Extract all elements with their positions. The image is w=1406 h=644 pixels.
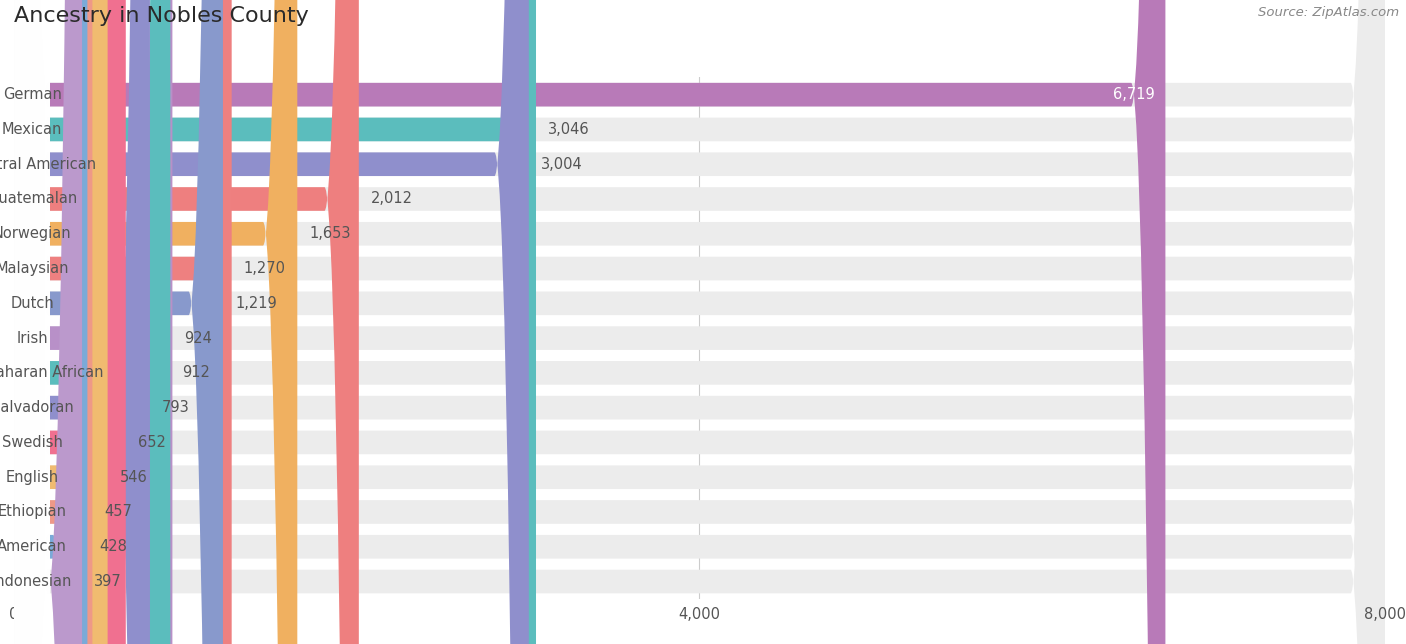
Text: 2,012: 2,012 [371,191,413,207]
FancyBboxPatch shape [14,0,1166,644]
FancyBboxPatch shape [14,0,49,644]
Text: 793: 793 [162,400,190,415]
FancyBboxPatch shape [14,0,93,644]
FancyBboxPatch shape [14,0,359,644]
FancyBboxPatch shape [14,0,1385,644]
FancyBboxPatch shape [14,0,49,644]
FancyBboxPatch shape [14,0,1385,644]
FancyBboxPatch shape [14,0,1385,644]
FancyBboxPatch shape [14,0,1385,644]
FancyBboxPatch shape [14,0,232,644]
FancyBboxPatch shape [14,0,49,644]
Text: 546: 546 [120,469,148,485]
Text: 924: 924 [184,330,212,346]
Text: Dutch: Dutch [10,296,53,311]
FancyBboxPatch shape [14,0,49,644]
FancyBboxPatch shape [14,0,1385,644]
FancyBboxPatch shape [14,0,1385,644]
FancyBboxPatch shape [14,0,1385,644]
Text: 457: 457 [104,504,132,520]
Text: Central American: Central American [0,156,96,172]
FancyBboxPatch shape [14,0,49,644]
Text: 3,046: 3,046 [548,122,589,137]
FancyBboxPatch shape [14,0,49,644]
FancyBboxPatch shape [14,0,125,644]
Text: English: English [6,469,59,485]
Text: Ethiopian: Ethiopian [0,504,66,520]
Text: Source: ZipAtlas.com: Source: ZipAtlas.com [1258,6,1399,19]
Text: 397: 397 [94,574,122,589]
FancyBboxPatch shape [14,0,173,644]
FancyBboxPatch shape [14,0,1385,644]
FancyBboxPatch shape [14,0,108,644]
Text: 3,004: 3,004 [541,156,582,172]
FancyBboxPatch shape [14,0,536,644]
FancyBboxPatch shape [14,0,1385,644]
FancyBboxPatch shape [14,0,49,644]
FancyBboxPatch shape [14,0,49,644]
FancyBboxPatch shape [14,0,49,644]
FancyBboxPatch shape [14,0,1385,644]
FancyBboxPatch shape [14,0,49,644]
Text: Mexican: Mexican [1,122,62,137]
FancyBboxPatch shape [14,0,49,644]
FancyBboxPatch shape [14,0,1385,644]
FancyBboxPatch shape [14,0,49,644]
Text: American: American [0,539,67,554]
Text: 912: 912 [183,365,211,381]
FancyBboxPatch shape [14,0,49,644]
FancyBboxPatch shape [14,0,529,644]
FancyBboxPatch shape [14,0,87,644]
Text: Guatemalan: Guatemalan [0,191,77,207]
FancyBboxPatch shape [14,0,170,644]
FancyBboxPatch shape [14,0,297,644]
Text: 1,219: 1,219 [235,296,277,311]
Text: 1,653: 1,653 [309,226,352,242]
FancyBboxPatch shape [14,0,82,644]
FancyBboxPatch shape [14,0,49,644]
FancyBboxPatch shape [14,0,49,644]
Text: 428: 428 [100,539,128,554]
FancyBboxPatch shape [14,0,150,644]
Text: Subsaharan African: Subsaharan African [0,365,104,381]
Text: Norwegian: Norwegian [0,226,72,242]
FancyBboxPatch shape [14,0,1385,644]
Text: Swedish: Swedish [1,435,63,450]
Text: Indonesian: Indonesian [0,574,72,589]
FancyBboxPatch shape [14,0,1385,644]
FancyBboxPatch shape [14,0,224,644]
Text: 1,270: 1,270 [243,261,285,276]
Text: Ancestry in Nobles County: Ancestry in Nobles County [14,6,309,26]
Text: German: German [3,87,62,102]
Text: 6,719: 6,719 [1114,87,1156,102]
Text: Salvadoran: Salvadoran [0,400,73,415]
FancyBboxPatch shape [14,0,1385,644]
Text: Malaysian: Malaysian [0,261,69,276]
Text: Irish: Irish [17,330,48,346]
FancyBboxPatch shape [14,0,1385,644]
Text: 652: 652 [138,435,166,450]
